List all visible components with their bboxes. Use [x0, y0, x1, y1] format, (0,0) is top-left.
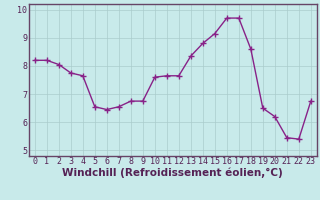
- X-axis label: Windchill (Refroidissement éolien,°C): Windchill (Refroidissement éolien,°C): [62, 168, 283, 178]
